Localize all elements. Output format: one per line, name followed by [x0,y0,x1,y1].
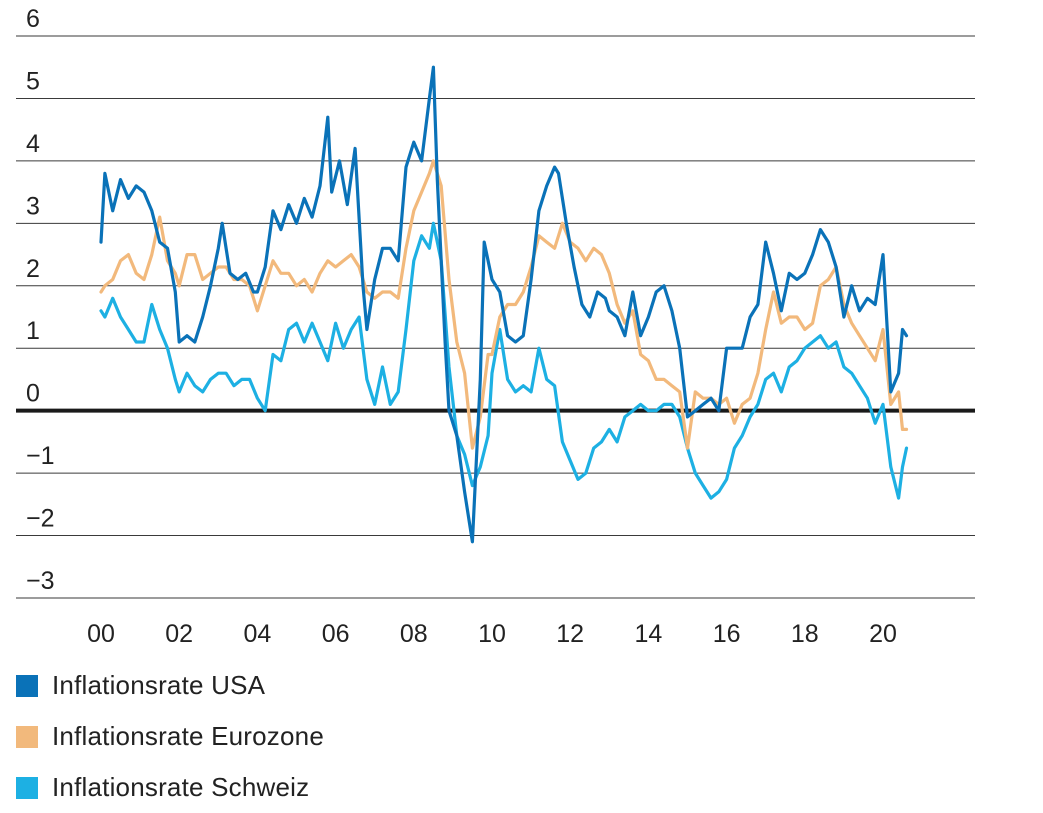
x-tick-label: 00 [87,620,115,648]
chart-legend: Inflationsrate USA Inflationsrate Eurozon… [16,660,324,813]
x-tick-label: 08 [400,620,428,648]
y-tick-label: 4 [26,130,40,158]
x-tick-label: 04 [243,620,271,648]
y-tick-label: 2 [26,255,40,283]
y-tick-label: 6 [26,5,40,33]
legend-swatch [16,674,38,697]
legend-item: Inflationsrate Eurozone [16,711,324,762]
grid-lines [16,35,975,599]
x-tick-label: 06 [322,620,350,648]
x-tick-label: 18 [791,620,819,648]
legend-item: Inflationsrate USA [16,660,324,711]
legend-label: Inflationsrate Eurozone [52,721,324,751]
x-tick-label: 14 [634,620,662,648]
legend-label: Inflationsrate Schweiz [52,772,310,802]
y-tick-label: 3 [26,192,40,220]
x-tick-label: 12 [556,620,584,648]
series-lines [99,65,909,544]
y-axis-ticks: 6 5 4 3 2 1 0 −1 −2 −3 [26,5,55,595]
x-tick-label: 10 [478,620,506,648]
y-tick-label: −1 [26,442,55,470]
y-tick-label: −3 [26,567,55,595]
y-tick-label: 1 [26,317,40,345]
legend-swatch [16,776,38,799]
x-axis-ticks: 00 02 04 06 08 10 12 14 16 18 20 [87,620,897,648]
legend-label: Inflationsrate USA [52,670,266,700]
series-line-schweiz [99,221,909,500]
series-line-usa [99,65,909,544]
y-tick-label: −2 [26,505,55,533]
x-tick-label: 20 [869,620,897,648]
legend-item: Inflationsrate Schweiz [16,762,324,813]
series-line-eurozone [99,159,909,450]
x-tick-label: 02 [165,620,193,648]
y-tick-label: 5 [26,67,40,95]
y-tick-label: 0 [26,380,40,408]
legend-swatch [16,725,38,748]
x-tick-label: 16 [713,620,741,648]
